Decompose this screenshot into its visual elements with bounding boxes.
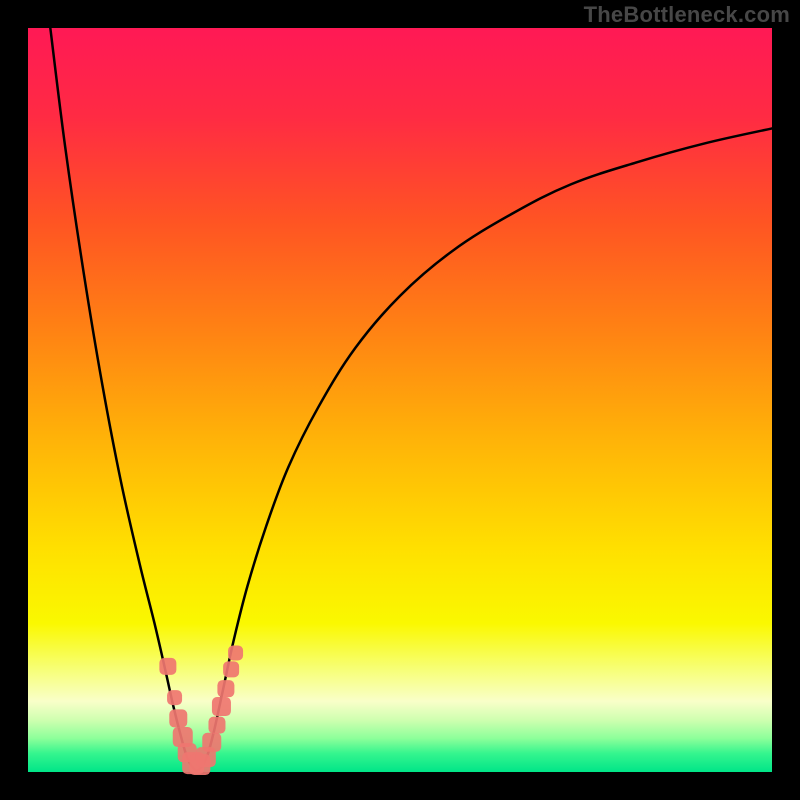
watermark-text: TheBottleneck.com [584, 2, 790, 28]
data-marker [223, 661, 239, 677]
data-marker [217, 680, 234, 697]
data-marker [228, 645, 243, 660]
plot-background [28, 28, 772, 772]
data-marker [212, 697, 231, 716]
data-marker [202, 733, 221, 752]
data-marker [208, 717, 225, 734]
data-marker [159, 658, 176, 675]
bottleneck-chart [0, 0, 800, 800]
chart-container: TheBottleneck.com [0, 0, 800, 800]
data-marker [169, 709, 187, 727]
data-marker [167, 690, 182, 705]
